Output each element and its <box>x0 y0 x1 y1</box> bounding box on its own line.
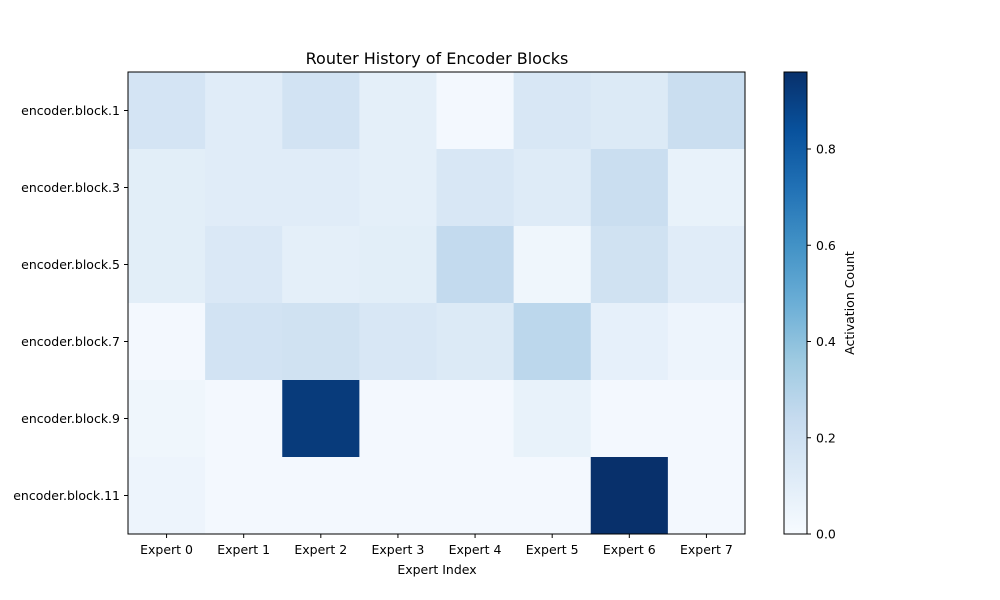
heatmap-cell <box>436 72 515 150</box>
heatmap-cell <box>128 380 206 458</box>
colorbar <box>783 71 808 535</box>
heatmap-cell <box>128 72 206 150</box>
x-tick-label: Expert 4 <box>449 542 502 557</box>
heatmap-cell <box>667 457 746 535</box>
heatmap-cell <box>282 303 360 381</box>
colorbar-tick-label: 0.8 <box>816 142 836 157</box>
x-tick-label: Expert 0 <box>140 542 193 557</box>
heatmap-cell <box>590 380 669 458</box>
heatmap-cell <box>436 226 515 304</box>
heatmap-cell <box>359 72 437 150</box>
x-tick-label: Expert 7 <box>680 542 733 557</box>
heatmap-cell <box>128 457 206 535</box>
heatmap-cell <box>128 226 206 304</box>
heatmap-cell <box>667 303 746 381</box>
heatmap-cell <box>205 72 283 150</box>
heatmap-cell <box>205 457 283 535</box>
heatmap-cell <box>513 72 592 150</box>
y-axis-ticks: encoder.block.1 encoder.block.3 encoder.bl… <box>13 103 128 503</box>
heatmap-cell <box>359 303 437 381</box>
heatmap-cell <box>282 226 360 304</box>
y-tick-label: encoder.block.9 <box>21 411 120 426</box>
colorbar-ticks: 0.0 0.2 0.4 0.6 0.8 <box>807 142 836 542</box>
x-tick-label: Expert 6 <box>603 542 656 557</box>
heatmap-cell <box>436 457 515 535</box>
x-tick-label: Expert 5 <box>526 542 579 557</box>
colorbar-tick-label: 0.0 <box>816 527 836 542</box>
heatmap-cell <box>667 72 746 150</box>
heatmap-cell <box>667 149 746 227</box>
heatmap-cell <box>436 303 515 381</box>
colorbar-tick-label: 0.4 <box>816 334 836 349</box>
heatmap-cell <box>282 149 360 227</box>
heatmap-cell <box>513 303 592 381</box>
heatmap-cell <box>282 457 360 535</box>
heatmap-cell <box>359 457 437 535</box>
y-tick-label: encoder.block.1 <box>21 103 120 118</box>
y-tick-label: encoder.block.7 <box>21 334 120 349</box>
heatmap-cell <box>590 457 669 535</box>
heatmap-cell <box>436 149 515 227</box>
heatmap-cell <box>436 380 515 458</box>
heatmap-cell <box>590 72 669 150</box>
heatmap-cell <box>282 380 360 458</box>
heatmap-cell <box>590 149 669 227</box>
chart-title: Router History of Encoder Blocks <box>306 49 569 68</box>
colorbar-tick-label: 0.6 <box>816 238 836 253</box>
heatmap-cell <box>513 457 592 535</box>
y-tick-label: encoder.block.11 <box>13 488 120 503</box>
heatmap-cell <box>359 149 437 227</box>
colorbar-tick-label: 0.2 <box>816 430 836 445</box>
heatmap-cell <box>359 226 437 304</box>
heatmap-cell <box>667 226 746 304</box>
heatmap-cell <box>359 380 437 458</box>
x-axis-label: Expert Index <box>397 562 476 577</box>
heatmap-cell <box>667 380 746 458</box>
colorbar-label: Activation Count <box>842 251 857 355</box>
heatmap-cell <box>513 226 592 304</box>
heatmap-cell <box>128 149 206 227</box>
heatmap-cell <box>513 380 592 458</box>
y-tick-label: encoder.block.5 <box>21 257 120 272</box>
heatmap-cell <box>513 149 592 227</box>
heatmap-cell <box>282 72 360 150</box>
y-tick-label: encoder.block.3 <box>21 180 120 195</box>
heatmap-cells <box>128 72 746 535</box>
heatmap-cell <box>205 149 283 227</box>
heatmap-cell <box>205 303 283 381</box>
x-tick-label: Expert 3 <box>371 542 424 557</box>
heatmap-cell <box>590 303 669 381</box>
x-tick-label: Expert 1 <box>217 542 270 557</box>
heatmap-cell <box>590 226 669 304</box>
plot-frame <box>127 71 746 535</box>
x-tick-label: Expert 2 <box>294 542 347 557</box>
heatmap-cell <box>205 226 283 304</box>
heatmap-cell <box>205 380 283 458</box>
x-axis-ticks: Expert 0 Expert 1 Expert 2 Expert 3 Expert 4… <box>140 534 733 557</box>
heatmap-cell <box>128 303 206 381</box>
